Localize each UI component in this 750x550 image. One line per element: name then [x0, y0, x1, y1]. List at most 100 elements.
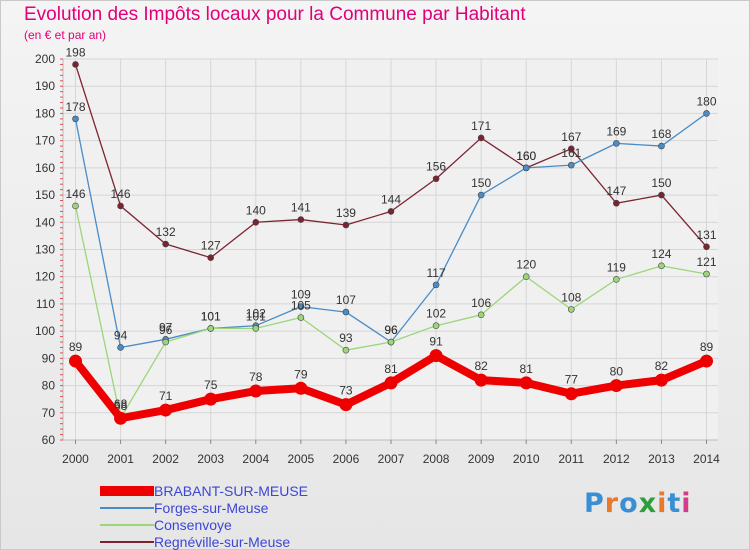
data-point — [477, 311, 485, 319]
data-point — [117, 202, 124, 210]
data-label: 89 — [700, 340, 714, 354]
data-label: 160 — [516, 149, 536, 163]
data-label: 150 — [651, 176, 671, 190]
x-tick-label: 2006 — [333, 452, 360, 466]
data-point — [658, 191, 665, 199]
chart-subtitle: (en € et par an) — [24, 28, 107, 42]
data-point — [564, 387, 578, 401]
data-label: 117 — [427, 266, 446, 280]
data-label: 147 — [606, 184, 626, 198]
data-label: 109 — [291, 288, 311, 302]
data-point — [162, 338, 169, 346]
data-point — [567, 306, 575, 313]
data-label: 79 — [294, 367, 308, 381]
x-tick-label: 2002 — [152, 452, 179, 466]
legend-swatch — [100, 523, 154, 526]
data-label: 169 — [606, 124, 626, 138]
data-label: 156 — [426, 160, 446, 174]
legend-label: BRABANT-SUR-MEUSE — [154, 482, 309, 499]
data-point — [703, 270, 710, 278]
data-point — [474, 373, 488, 387]
data-label: 120 — [516, 258, 536, 272]
data-point — [609, 379, 623, 393]
data-label: 140 — [246, 203, 266, 217]
data-point — [72, 61, 79, 68]
data-label: 96 — [384, 323, 398, 337]
data-label: 171 — [471, 119, 491, 133]
data-point — [387, 208, 395, 215]
data-label: 121 — [696, 255, 716, 269]
data-label: 68 — [114, 397, 128, 411]
data-label: 119 — [607, 260, 626, 274]
data-label: 146 — [65, 187, 85, 201]
y-tick-label: 150 — [35, 188, 55, 202]
x-tick-label: 2014 — [693, 452, 720, 466]
data-label: 77 — [565, 373, 579, 387]
data-point — [519, 376, 533, 390]
data-point — [342, 221, 350, 229]
data-label: 82 — [655, 359, 669, 373]
data-point — [477, 191, 485, 199]
data-label: 124 — [651, 247, 671, 261]
data-point — [613, 199, 620, 207]
logo-letter: t — [667, 488, 682, 519]
x-tick-label: 2011 — [558, 452, 584, 466]
data-label: 82 — [474, 359, 488, 373]
y-tick-label: 190 — [35, 79, 55, 93]
y-tick-label: 120 — [35, 270, 55, 284]
data-label: 73 — [339, 384, 353, 398]
data-label: 161 — [561, 146, 581, 160]
data-point — [567, 161, 575, 169]
data-label: 78 — [249, 370, 263, 384]
data-point — [567, 145, 575, 153]
y-tick-label: 100 — [35, 324, 55, 338]
y-tick-label: 200 — [35, 52, 55, 66]
y-tick-label: 140 — [35, 215, 55, 229]
data-point — [297, 303, 305, 310]
legend-item: Regnéville-sur-Meuse — [100, 533, 308, 550]
data-label: 105 — [291, 299, 311, 313]
proxiti-logo: Proxiti — [584, 488, 692, 519]
legend: BRABANT-SUR-MEUSE Forges-sur-Meuse Consenv… — [100, 482, 308, 550]
y-tick-label: 170 — [35, 134, 55, 148]
data-label: 150 — [471, 176, 491, 190]
data-point — [432, 281, 440, 289]
data-label: 139 — [336, 206, 356, 220]
legend-label: Consenvoye — [154, 516, 232, 533]
data-label: 102 — [246, 307, 266, 321]
data-point — [204, 392, 218, 406]
x-tick-label: 2007 — [378, 452, 405, 466]
data-point — [297, 314, 305, 321]
data-label: 160 — [516, 149, 536, 163]
y-tick-label: 130 — [35, 243, 55, 257]
logo-letter: i — [657, 488, 668, 519]
legend-item: BRABANT-SUR-MEUSE — [100, 482, 308, 499]
y-tick-label: 180 — [35, 106, 55, 120]
x-tick-label: 2005 — [288, 452, 315, 466]
data-point — [613, 140, 620, 147]
data-point — [522, 164, 530, 172]
data-point — [342, 346, 350, 354]
legend-item: Forges-sur-Meuse — [100, 499, 308, 516]
legend-swatch — [100, 485, 154, 496]
data-label: 80 — [610, 365, 624, 379]
data-point — [654, 373, 668, 387]
data-point — [700, 354, 713, 368]
logo-letter: o — [619, 488, 639, 519]
data-label: 178 — [65, 100, 85, 114]
data-point — [342, 308, 350, 316]
x-tick-label: 2000 — [62, 452, 89, 466]
data-point — [114, 411, 128, 425]
data-point — [703, 243, 710, 251]
data-label: 96 — [384, 323, 398, 337]
data-point — [207, 254, 215, 261]
y-tick-label: 70 — [42, 406, 56, 420]
legend-item: Consenvoye — [100, 516, 308, 533]
x-tick-label: 2010 — [513, 452, 540, 466]
data-label: 81 — [384, 362, 398, 376]
data-point — [294, 381, 308, 395]
chart-title: Evolution des Impôts locaux pour la Comm… — [24, 4, 526, 25]
data-label: 107 — [336, 293, 356, 307]
data-label: 97 — [159, 320, 173, 334]
